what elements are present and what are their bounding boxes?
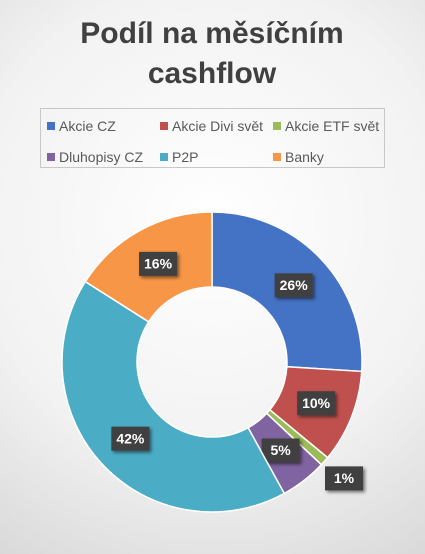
legend-swatch bbox=[273, 152, 281, 161]
data-label: 5% bbox=[271, 442, 292, 458]
data-label-box bbox=[274, 273, 313, 298]
legend-item: Akcie CZ bbox=[47, 115, 160, 136]
data-label: 16% bbox=[144, 256, 173, 272]
legend-swatch bbox=[47, 121, 55, 130]
legend-swatch bbox=[273, 121, 281, 130]
legend-label: Akcie CZ bbox=[59, 117, 116, 134]
data-label: 26% bbox=[280, 277, 309, 293]
legend-label: Akcie ETF svět bbox=[285, 117, 380, 134]
legend-item: Akcie ETF svět bbox=[273, 115, 386, 136]
data-label-box bbox=[111, 426, 150, 451]
legend-label: Akcie Divi svět bbox=[172, 117, 264, 134]
data-label: 1% bbox=[334, 470, 355, 486]
legend-item: Banky bbox=[273, 146, 386, 167]
data-label-box bbox=[325, 466, 364, 491]
data-label-box bbox=[261, 438, 300, 463]
data-label-box bbox=[297, 391, 336, 416]
legend-item: Akcie Divi svět bbox=[160, 115, 273, 136]
legend-swatch bbox=[47, 152, 55, 161]
legend-label: P2P bbox=[172, 148, 199, 165]
chart-title: Podíl na měsíčním cashflow bbox=[80, 17, 344, 90]
data-label: 10% bbox=[302, 395, 331, 411]
doughnut-segment bbox=[61, 280, 286, 513]
legend-label: Dluhopisy CZ bbox=[59, 148, 144, 165]
legend: Akcie CZ Akcie Divi svět Akcie ETF svět Dlu… bbox=[40, 108, 385, 168]
legend-label: Banky bbox=[285, 148, 324, 165]
data-label: 42% bbox=[116, 430, 145, 446]
legend-item: P2P bbox=[160, 146, 273, 167]
legend-swatch bbox=[160, 121, 168, 130]
legend-item: Dluhopisy CZ bbox=[47, 146, 160, 167]
legend-swatch bbox=[160, 152, 168, 161]
data-label-box bbox=[139, 251, 178, 276]
